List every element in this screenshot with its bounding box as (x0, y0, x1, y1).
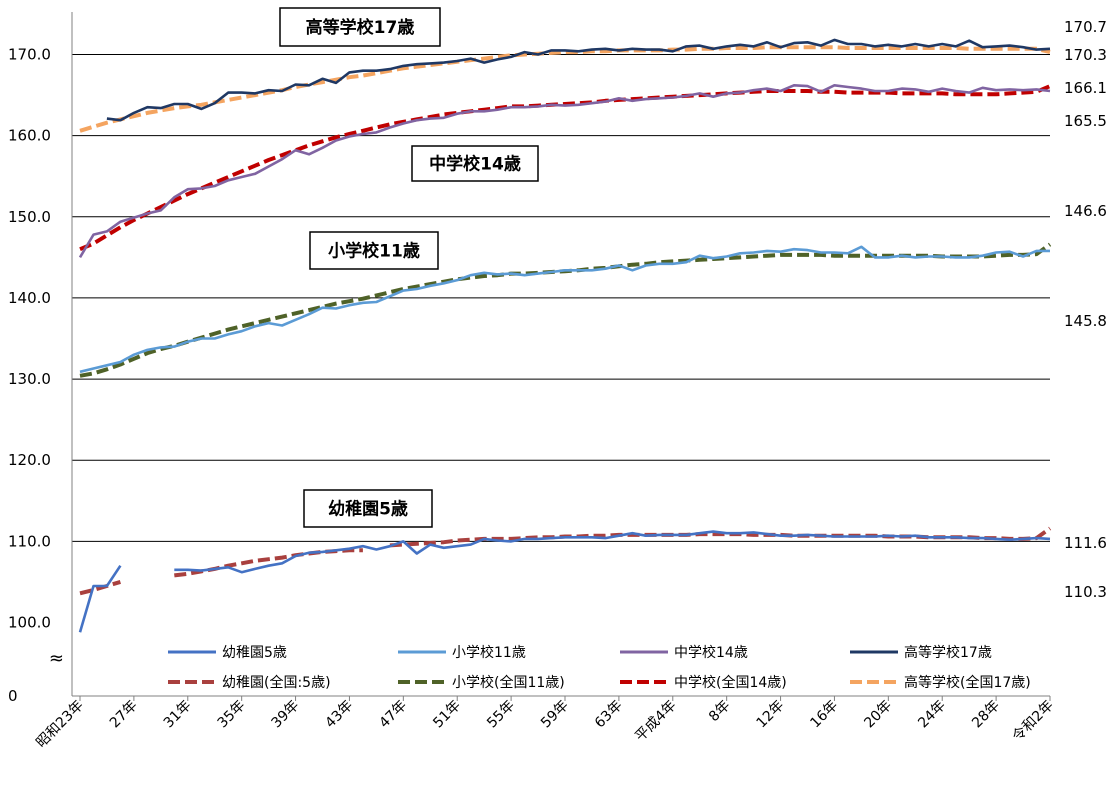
series-line-0 (78, 564, 122, 633)
axis-break-symbol: ≈ (49, 648, 64, 669)
legend-label: 小学校11歳 (452, 644, 526, 661)
end-value-label: 165.5 (1064, 112, 1107, 130)
group-label-box (303, 489, 433, 528)
gridlines (72, 54, 1050, 542)
y-tick-label: 160.0 (8, 127, 51, 145)
y-tick-label: 140.0 (8, 289, 51, 307)
y-axis: 170.0 160.0 150.0 140.0 130.0 120.0 110.0 100.0… (8, 12, 73, 705)
legend-label: 幼稚園(全国:5歳) (222, 674, 331, 691)
x-tick-label: 31年 (161, 698, 195, 732)
x-tick-label: 令和2年 (1010, 698, 1057, 745)
series-line-3 (106, 38, 1051, 122)
x-tick-label: 27年 (107, 698, 141, 732)
end-value-label: 170.7 (1064, 18, 1107, 36)
series-line-1 (79, 245, 1050, 374)
legend-label: 中学校(全国14歳) (674, 674, 787, 691)
x-tick-label: 35年 (215, 698, 249, 732)
x-axis: 昭和23年 27年 31年 35年 39年 43年 47年 51年 55年 59年 63年 平成4年 8… (33, 695, 1057, 752)
x-tick-label: 24年 (915, 698, 949, 732)
y-tick-label: 120.0 (8, 451, 51, 469)
legend-label: 高等学校17歳 (904, 644, 992, 661)
y-tick-label: 0 (8, 687, 18, 705)
y-tick-label: 100.0 (8, 614, 51, 632)
group-label-text: 小学校11歳 (328, 241, 420, 262)
series-line-6 (79, 84, 1051, 252)
group-label-box (309, 231, 439, 270)
x-tick-label: 昭和23年 (33, 698, 87, 752)
x-tick-label: 20年 (861, 698, 895, 732)
x-tick-label: 59年 (538, 698, 572, 732)
legend-label: 高等学校(全国17歳) (904, 674, 1031, 691)
end-value-label: 146.6 (1064, 202, 1107, 220)
series-lines (78, 38, 1052, 633)
x-tick-label: 28年 (969, 698, 1003, 732)
y-tick-label: 150.0 (8, 208, 51, 226)
group-label-text: 高等学校17歳 (306, 17, 415, 38)
group-label-box (279, 7, 441, 47)
series-line-5 (79, 242, 1052, 378)
series-line-0 (174, 530, 1051, 574)
x-tick-label: 47年 (376, 698, 410, 732)
group-label-text: 中学校14歳 (429, 154, 521, 175)
end-value-label: 111.6 (1064, 534, 1107, 552)
y-tick-label: 170.0 (8, 46, 51, 64)
legend-label: 幼稚園5歳 (222, 645, 287, 661)
series-line-2 (78, 84, 1051, 259)
x-tick-label: 8年 (706, 698, 734, 726)
series-line-4 (79, 579, 121, 596)
x-tick-label: 43年 (322, 698, 356, 732)
legend-label: 中学校14歳 (674, 644, 748, 661)
end-value-label: 166.1 (1064, 79, 1107, 97)
y-tick-label: 130.0 (8, 370, 51, 388)
x-tick-label: 63年 (592, 698, 626, 732)
end-value-labels: 170.7 170.3 166.1 165.5 146.6 145.8 111.6 110.3 (1064, 18, 1107, 601)
y-tick-label: 110.0 (8, 532, 51, 550)
group-label-text: 幼稚園5歳 (328, 499, 408, 520)
x-tick-label: 12年 (754, 698, 788, 732)
x-tick-label: 16年 (807, 698, 841, 732)
x-tick-label: 55年 (484, 698, 518, 732)
end-value-label: 110.3 (1064, 583, 1107, 601)
x-tick-label: 39年 (269, 698, 303, 732)
x-tick-label: 51年 (430, 698, 464, 732)
end-value-label: 145.8 (1064, 312, 1107, 330)
end-value-label: 170.3 (1064, 46, 1107, 64)
legend-label: 小学校(全国11歳) (452, 674, 565, 691)
group-label-box (411, 145, 539, 182)
x-tick-label: 平成4年 (632, 698, 679, 745)
